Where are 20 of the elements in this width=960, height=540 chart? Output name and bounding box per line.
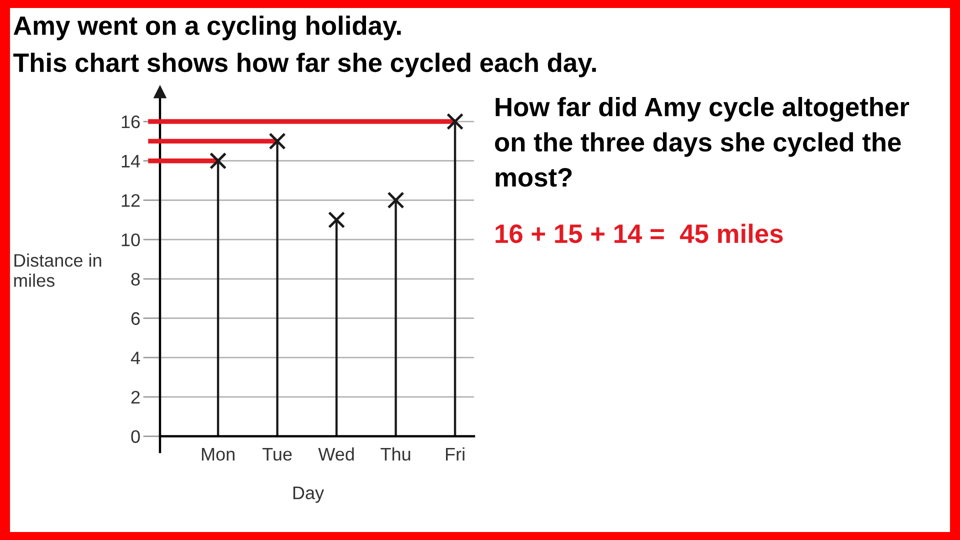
y-tick-label: 6 xyxy=(131,312,140,325)
x-tick-label: Thu xyxy=(380,447,410,461)
chart-title: Amy went on a cycling holiday. xyxy=(14,16,401,40)
x-tick-label: Wed xyxy=(318,447,354,461)
y-tick-label: 16 xyxy=(122,115,140,128)
text: 16 + 15 + 14 = 45 miles xyxy=(496,224,783,244)
x-axis-title: Day xyxy=(293,486,324,503)
y-tick-label: 8 xyxy=(131,272,140,286)
x-tick-label: Mon xyxy=(202,448,234,461)
chart-subtitle: This chart shows how far she cycled each day. xyxy=(13,52,596,78)
y-axis-title: Distance in miles xyxy=(14,254,102,287)
x-tick-label: Fri xyxy=(446,447,464,460)
y-tick-label: 12 xyxy=(122,194,140,207)
y-tick-label: 0 xyxy=(131,430,140,443)
y-tick-label: 2 xyxy=(131,390,140,404)
y-tick-label: 4 xyxy=(130,352,140,364)
x-tick-label: Tue xyxy=(262,448,292,461)
y-tick-label: 10 xyxy=(122,233,140,246)
text: How far did Amy cycle altogether on the three days she cycled the most? xyxy=(495,97,910,187)
y-tick-label: 14 xyxy=(122,154,140,168)
